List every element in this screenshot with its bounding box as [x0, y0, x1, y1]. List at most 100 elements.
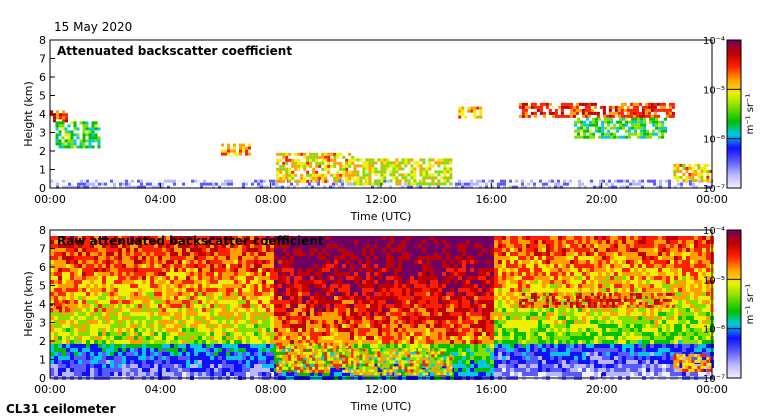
field-cell	[390, 244, 394, 248]
field-cell	[178, 372, 182, 376]
field-cell	[426, 304, 430, 308]
feature-cell	[425, 170, 429, 174]
feature-cell	[437, 185, 440, 189]
field-cell	[126, 328, 130, 332]
feature-cell	[655, 126, 659, 130]
field-cell	[354, 300, 358, 304]
feature-cell	[333, 158, 337, 162]
feature-cell	[676, 163, 680, 167]
field-cell	[82, 284, 86, 288]
field-cell	[82, 268, 86, 272]
feature-cell	[353, 179, 357, 183]
feature-cell	[524, 108, 528, 112]
field-cell	[310, 372, 314, 376]
feature-cell	[592, 120, 596, 124]
field-cell	[262, 248, 266, 252]
field-cell	[294, 276, 298, 280]
feature-cell	[619, 123, 623, 127]
feature-cell	[67, 139, 71, 143]
field-cell	[210, 316, 214, 320]
feature-cell	[291, 170, 295, 174]
feature-cell	[67, 136, 71, 140]
field-cell	[238, 304, 242, 308]
field-cell	[138, 360, 142, 364]
field-cell	[154, 244, 158, 248]
field-cell	[294, 252, 298, 256]
field-cell	[370, 300, 374, 304]
feature-cell	[610, 135, 614, 139]
field-cell	[142, 292, 146, 296]
field-cell	[378, 312, 382, 316]
field-cell	[198, 304, 202, 308]
field-cell	[294, 368, 298, 372]
feature-cell	[272, 179, 275, 183]
field-cell	[230, 356, 234, 360]
field-cell	[426, 328, 430, 332]
panel-2: Raw attenuated backscatter coefficient01…	[22, 224, 756, 413]
field-cell	[294, 308, 298, 312]
field-cell	[378, 248, 382, 252]
feature-cell	[575, 108, 579, 112]
feature-cell	[76, 136, 80, 140]
field-cell	[278, 252, 282, 256]
feature-cell	[324, 176, 328, 180]
feature-cell	[88, 145, 92, 149]
feature-cell	[521, 105, 525, 109]
field-cell	[210, 356, 214, 360]
field-cell	[370, 352, 374, 356]
feature-cell	[476, 182, 479, 186]
field-cell	[266, 252, 270, 256]
field-cell	[86, 240, 90, 244]
feature-cell	[583, 126, 587, 130]
field-cell	[206, 364, 210, 368]
field-cell	[94, 248, 98, 252]
field-cell	[258, 372, 262, 376]
field-cell	[334, 276, 338, 280]
field-cell	[402, 268, 406, 272]
field-cell	[86, 352, 90, 356]
field-cell	[130, 240, 134, 244]
feature-cell	[652, 117, 656, 121]
feature-cell	[595, 120, 599, 124]
field-cell	[70, 300, 74, 304]
field-cell	[370, 336, 374, 340]
feature-cell	[431, 182, 435, 186]
field-cell	[170, 352, 174, 356]
feature-cell	[374, 179, 378, 183]
field-cell	[390, 324, 394, 328]
field-cell	[102, 340, 106, 344]
field-cell	[434, 248, 438, 252]
field-cell	[402, 312, 406, 316]
field-cell	[358, 332, 362, 336]
field-cell	[50, 244, 54, 248]
field-cell	[326, 244, 330, 248]
y-tick-label: 5	[39, 90, 46, 103]
field-cell	[426, 264, 430, 268]
field-cell	[114, 240, 118, 244]
field-cell	[410, 328, 414, 332]
field-cell	[418, 336, 422, 340]
field-cell	[226, 348, 230, 352]
feature-cell	[128, 182, 131, 186]
field-cell	[426, 312, 430, 316]
feature-cell	[309, 164, 313, 168]
field-cell	[258, 284, 262, 288]
feature-cell	[266, 182, 269, 186]
feature-cell	[604, 132, 608, 136]
feature-cell	[551, 111, 555, 115]
feature-cell	[479, 109, 483, 113]
field-cell	[186, 268, 190, 272]
feature-cell	[279, 167, 283, 171]
field-cell	[238, 372, 242, 376]
field-cell	[166, 368, 170, 372]
field-cell	[274, 340, 278, 344]
feature-cell	[389, 161, 393, 165]
feature-cell	[326, 185, 329, 189]
field-cell	[86, 248, 90, 252]
field-cell	[178, 276, 182, 280]
field-cell	[238, 236, 242, 240]
field-cell	[258, 252, 262, 256]
field-cell	[254, 256, 258, 260]
field-cell	[114, 288, 118, 292]
field-cell	[398, 256, 402, 260]
